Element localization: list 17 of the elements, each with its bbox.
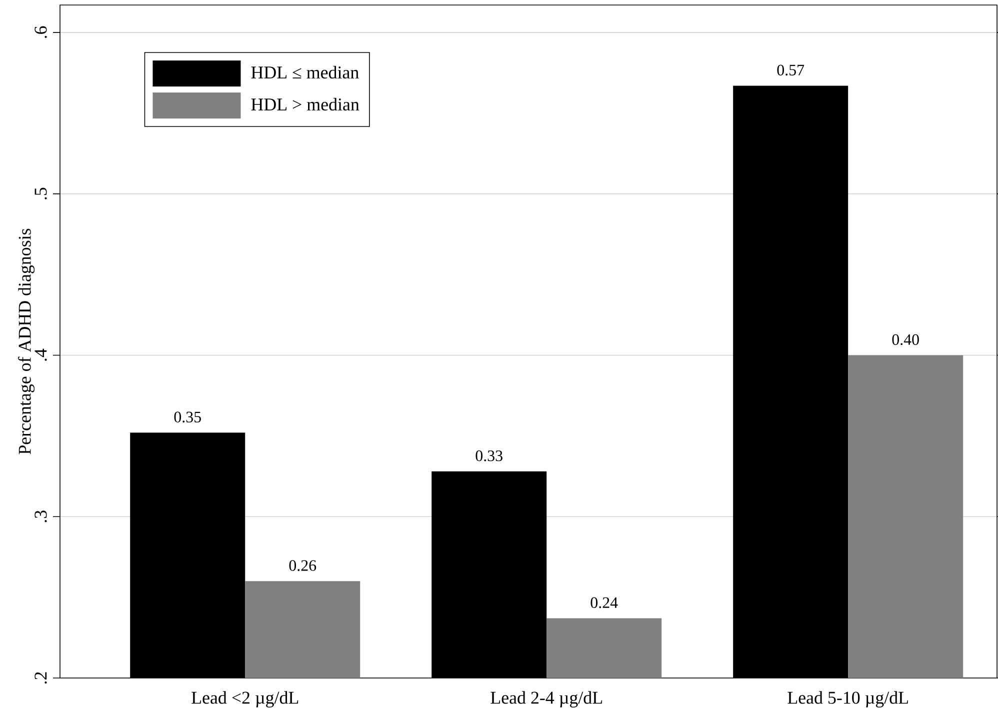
data-label: 0.40 — [892, 334, 919, 346]
data-label: 0.57 — [777, 64, 804, 76]
data-label: 0.26 — [289, 560, 316, 571]
legend-label: HDL > median — [251, 98, 360, 111]
legend-label: HDL ≤ median — [251, 66, 359, 79]
data-label: 0.33 — [476, 450, 502, 462]
x-tick-label: Lead <2 µg/dL — [192, 691, 298, 708]
y-tick-label: .6 — [34, 26, 47, 38]
y-axis-title: Percentage of ADHD diagnosis — [18, 228, 35, 454]
y-tick-label: .3 — [34, 510, 47, 522]
data-label: 0.35 — [174, 412, 201, 422]
y-tick-label: .5 — [34, 188, 47, 200]
x-tick-label: Lead 2-4 µg/dL — [490, 691, 602, 708]
y-tick-label: .4 — [34, 348, 47, 361]
data-label: 0.24 — [590, 597, 618, 608]
x-tick-label: Lead 5-10 µg/dL — [788, 691, 908, 708]
y-tick-label: .2 — [34, 672, 47, 684]
